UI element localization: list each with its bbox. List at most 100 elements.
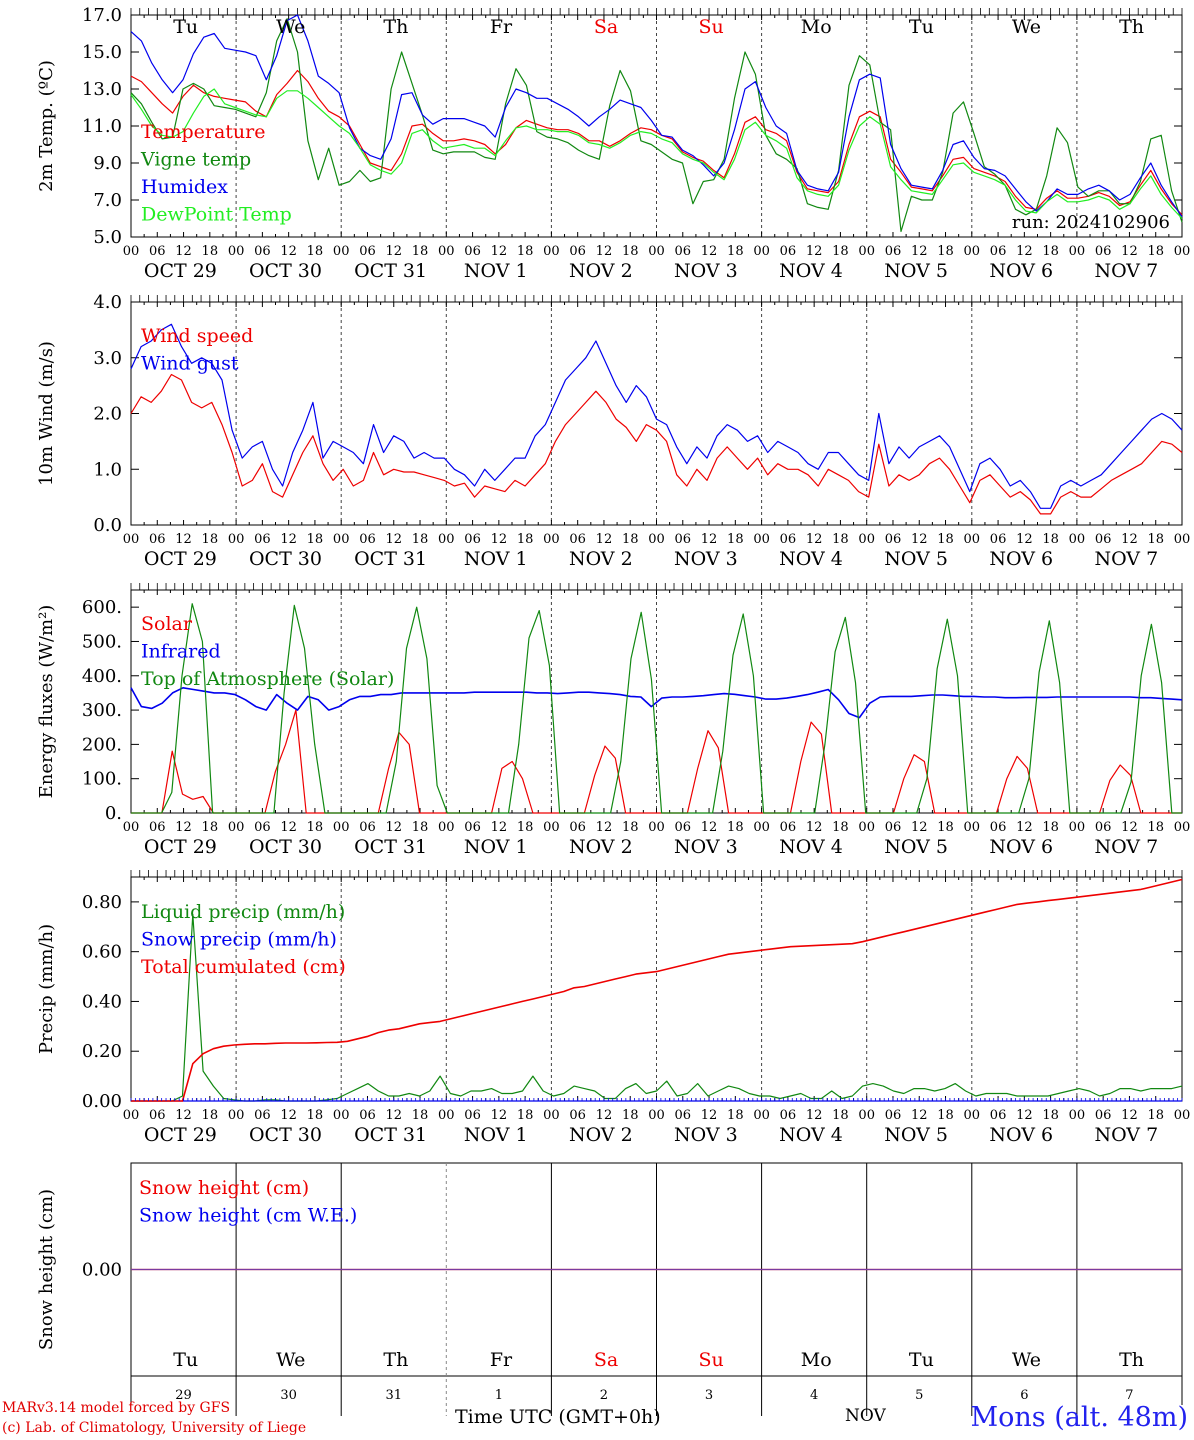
hour-label: 06 (569, 1108, 586, 1123)
hour-label: 00 (753, 820, 770, 835)
hour-label: 00 (1069, 820, 1086, 835)
hour-label: 18 (622, 820, 639, 835)
date-label: NOV 4 (779, 260, 843, 282)
hour-label: 06 (359, 1108, 376, 1123)
y-tick-label: 400. (82, 666, 122, 687)
hour-label: 06 (254, 532, 271, 547)
bottom-day-number: 2 (600, 1388, 608, 1403)
date-label: OCT 31 (354, 836, 427, 858)
hour-label: 12 (596, 820, 613, 835)
hour-label: 00 (333, 820, 350, 835)
day-name: Tu (173, 1349, 198, 1371)
panel-4 (130, 870, 1183, 1102)
hour-label: 00 (964, 532, 981, 547)
date-label: NOV 6 (989, 548, 1053, 570)
y-tick-label: 17.0 (82, 5, 122, 26)
hour-label: 00 (543, 244, 560, 259)
hour-label: 12 (1121, 532, 1138, 547)
y-tick-label: 0.20 (82, 1041, 122, 1062)
hour-label: 00 (858, 244, 875, 259)
hour-label: 00 (1069, 1108, 1086, 1123)
hour-label: 06 (885, 820, 902, 835)
y-tick-label: 600. (82, 597, 122, 618)
hour-label: 00 (438, 1108, 455, 1123)
date-label: OCT 29 (144, 260, 217, 282)
hour-label: 06 (1095, 820, 1112, 835)
hour-label: 18 (1147, 1108, 1164, 1123)
date-label: NOV 2 (569, 260, 633, 282)
hour-label: 00 (964, 244, 981, 259)
y-tick-label: 0.00 (82, 1091, 122, 1112)
date-label: NOV 2 (569, 836, 633, 858)
hour-label: 00 (1069, 244, 1086, 259)
hour-label: 12 (280, 820, 297, 835)
hour-label: 06 (990, 244, 1007, 259)
hour-label: 18 (1147, 820, 1164, 835)
hour-label: 00 (333, 244, 350, 259)
date-label: NOV 1 (464, 260, 528, 282)
y-tick-label: 300. (82, 700, 122, 721)
date-label: OCT 30 (249, 260, 322, 282)
hour-label: 06 (464, 244, 481, 259)
date-label: NOV 6 (989, 1124, 1053, 1146)
hour-label: 06 (675, 532, 692, 547)
hour-label: 18 (517, 532, 534, 547)
hour-label: 06 (990, 532, 1007, 547)
hour-label: 06 (675, 244, 692, 259)
date-label: NOV 7 (1094, 548, 1158, 570)
hour-label: 12 (911, 532, 928, 547)
hour-label: 18 (622, 532, 639, 547)
y-axis-title: 2m Temp. (ºC) (36, 60, 57, 192)
hour-label: 12 (385, 820, 402, 835)
hour-label: 06 (149, 532, 166, 547)
date-label: NOV 5 (884, 260, 948, 282)
hour-label: 06 (1095, 1108, 1112, 1123)
x-axis-title: Time UTC (GMT+0h) (455, 1406, 661, 1428)
hour-label: 12 (1121, 820, 1138, 835)
y-axis-title: Snow height (cm) (36, 1189, 57, 1350)
y-tick-label: 100. (82, 769, 122, 790)
hour-label: 18 (412, 1108, 429, 1123)
hour-label: 18 (1042, 532, 1059, 547)
day-name: Tu (173, 16, 198, 38)
day-name: Mo (801, 1349, 832, 1371)
hour-label: 00 (964, 1108, 981, 1123)
series-line-solar (131, 709, 1182, 814)
legend-entry: Humidex (141, 176, 228, 198)
bottom-day-number: 1 (495, 1388, 503, 1403)
hour-label: 12 (175, 532, 192, 547)
hour-label: 12 (175, 820, 192, 835)
hour-label: 00 (858, 1108, 875, 1123)
series-line-total-cumulated-cm- (131, 878, 1183, 1102)
y-tick-label: 11.0 (82, 116, 122, 137)
hour-label: 18 (937, 244, 954, 259)
hour-label: 12 (175, 1108, 192, 1123)
hour-label: 18 (1147, 244, 1164, 259)
hour-label: 18 (202, 244, 219, 259)
series-line-dewpoint-temp (130, 88, 1183, 219)
y-axis-title: Energy fluxes (W/m²) (36, 605, 57, 799)
hour-label: 00 (858, 820, 875, 835)
bottom-day-number: 5 (915, 1388, 923, 1403)
day-name: Fr (490, 16, 513, 38)
date-label: NOV 3 (674, 1124, 738, 1146)
date-label: NOV 2 (569, 1124, 633, 1146)
bottom-day-number: 4 (810, 1388, 818, 1403)
y-axis-title: 10m Wind (m/s) (36, 341, 57, 486)
hour-label: 18 (202, 820, 219, 835)
bottom-day-number: 30 (280, 1388, 297, 1403)
hour-label: 18 (517, 244, 534, 259)
hour-label: 18 (1147, 532, 1164, 547)
y-tick-label: 0. (105, 803, 122, 824)
hour-label: 06 (149, 820, 166, 835)
hour-label: 00 (648, 244, 665, 259)
date-label: NOV 4 (779, 548, 843, 570)
bottom-day-number: 7 (1125, 1388, 1133, 1403)
y-tick-label: 0.80 (82, 892, 122, 913)
day-name: Th (383, 16, 408, 38)
y-tick-label: 0.0 (93, 515, 122, 536)
hour-label: 18 (517, 820, 534, 835)
hour-label: 00 (1174, 244, 1191, 259)
y-tick-label: 7.0 (93, 190, 122, 211)
hour-label: 06 (569, 244, 586, 259)
